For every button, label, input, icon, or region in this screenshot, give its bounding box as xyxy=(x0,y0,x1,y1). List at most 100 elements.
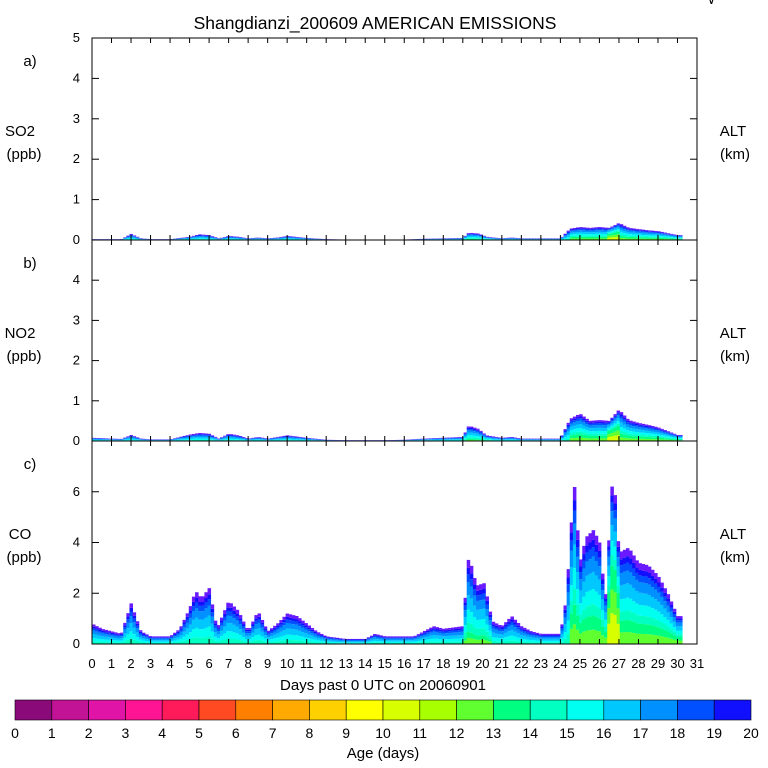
area-segment xyxy=(454,627,458,630)
area-segment xyxy=(600,431,605,434)
area-segment xyxy=(273,641,277,644)
area-segment xyxy=(579,572,583,580)
area-segment xyxy=(638,438,642,441)
area-segment xyxy=(298,618,302,622)
area-segment xyxy=(216,641,221,644)
colorbar-tick-label: 0 xyxy=(11,725,19,741)
area-segment xyxy=(145,639,149,641)
area-segment xyxy=(604,234,608,236)
area-segment xyxy=(672,631,677,636)
area-segment xyxy=(360,638,365,640)
area-segment xyxy=(419,642,424,644)
area-segment xyxy=(485,439,489,441)
area-segment xyxy=(501,625,505,628)
area-segment xyxy=(195,238,199,240)
area-segment xyxy=(216,634,221,639)
area-segment xyxy=(229,603,233,608)
area-segment xyxy=(629,423,633,426)
area-segment xyxy=(276,439,280,441)
area-segment xyxy=(666,605,671,613)
area-segment xyxy=(663,232,667,234)
area-segment xyxy=(198,433,202,435)
area-segment xyxy=(123,627,127,630)
area-segment xyxy=(166,642,171,644)
area-segment xyxy=(488,630,493,636)
area-segment xyxy=(482,619,486,629)
area-segment xyxy=(326,641,330,644)
area-segment xyxy=(191,436,196,438)
area-segment xyxy=(235,616,240,621)
area-segment xyxy=(638,615,642,624)
area-segment xyxy=(616,566,621,577)
area-segment xyxy=(110,640,115,643)
area-segment xyxy=(638,231,642,234)
area-segment xyxy=(273,627,277,630)
area-segment xyxy=(647,233,652,236)
area-segment xyxy=(454,630,458,633)
area-segment xyxy=(435,630,439,633)
area-segment xyxy=(625,620,630,633)
area-segment xyxy=(104,639,109,643)
area-segment xyxy=(510,640,514,644)
area-segment xyxy=(257,622,262,629)
area-segment xyxy=(148,641,152,643)
area-segment xyxy=(482,237,486,239)
area-segment xyxy=(669,237,674,239)
area-segment xyxy=(472,235,477,237)
area-segment xyxy=(223,437,227,439)
area-segment xyxy=(344,640,349,642)
area-segment xyxy=(657,429,661,431)
area-segment xyxy=(201,596,205,602)
area-segment xyxy=(188,435,193,436)
area-segment xyxy=(479,639,483,644)
area-segment xyxy=(288,614,293,618)
area-segment xyxy=(447,631,452,633)
area-segment xyxy=(469,232,474,234)
area-segment xyxy=(569,238,574,240)
area-segment xyxy=(638,234,642,237)
area-segment xyxy=(641,634,646,644)
area-segment xyxy=(679,238,683,240)
area-segment xyxy=(447,632,452,636)
area-segment xyxy=(426,642,430,644)
area-segment xyxy=(466,233,471,234)
area-segment xyxy=(351,638,355,640)
area-segment xyxy=(170,635,174,637)
area-segment xyxy=(588,425,593,429)
area-segment xyxy=(332,638,336,640)
area-segment xyxy=(316,640,321,643)
area-segment xyxy=(594,575,599,592)
area-segment xyxy=(494,637,499,642)
area-segment xyxy=(513,622,518,625)
area-segment xyxy=(120,634,124,637)
area-segment xyxy=(285,435,290,436)
area-segment xyxy=(616,546,621,552)
area-segment xyxy=(663,235,667,237)
area-segment xyxy=(563,437,568,440)
area-segment xyxy=(419,638,424,641)
area-segment xyxy=(92,439,96,441)
area-segment xyxy=(107,642,112,644)
area-segment xyxy=(204,237,208,239)
area-segment xyxy=(310,627,315,630)
area-segment xyxy=(619,437,624,441)
area-segment xyxy=(422,630,427,633)
area-segment xyxy=(92,637,96,642)
area-segment xyxy=(604,598,608,602)
area-segment xyxy=(679,626,683,631)
area-segment xyxy=(622,424,627,429)
area-segment xyxy=(610,429,614,433)
area-segment xyxy=(591,428,596,432)
area-segment xyxy=(220,630,224,636)
area-segment xyxy=(594,561,599,576)
area-segment xyxy=(413,639,418,642)
area-segment xyxy=(204,437,208,439)
area-segment xyxy=(610,613,614,644)
area-segment xyxy=(160,641,165,643)
x-tick-label: 20 xyxy=(475,656,489,671)
area-segment xyxy=(373,642,377,644)
x-tick-label: 3 xyxy=(147,656,154,671)
area-segment xyxy=(257,619,262,623)
area-segment xyxy=(198,238,202,240)
area-segment xyxy=(451,439,455,440)
